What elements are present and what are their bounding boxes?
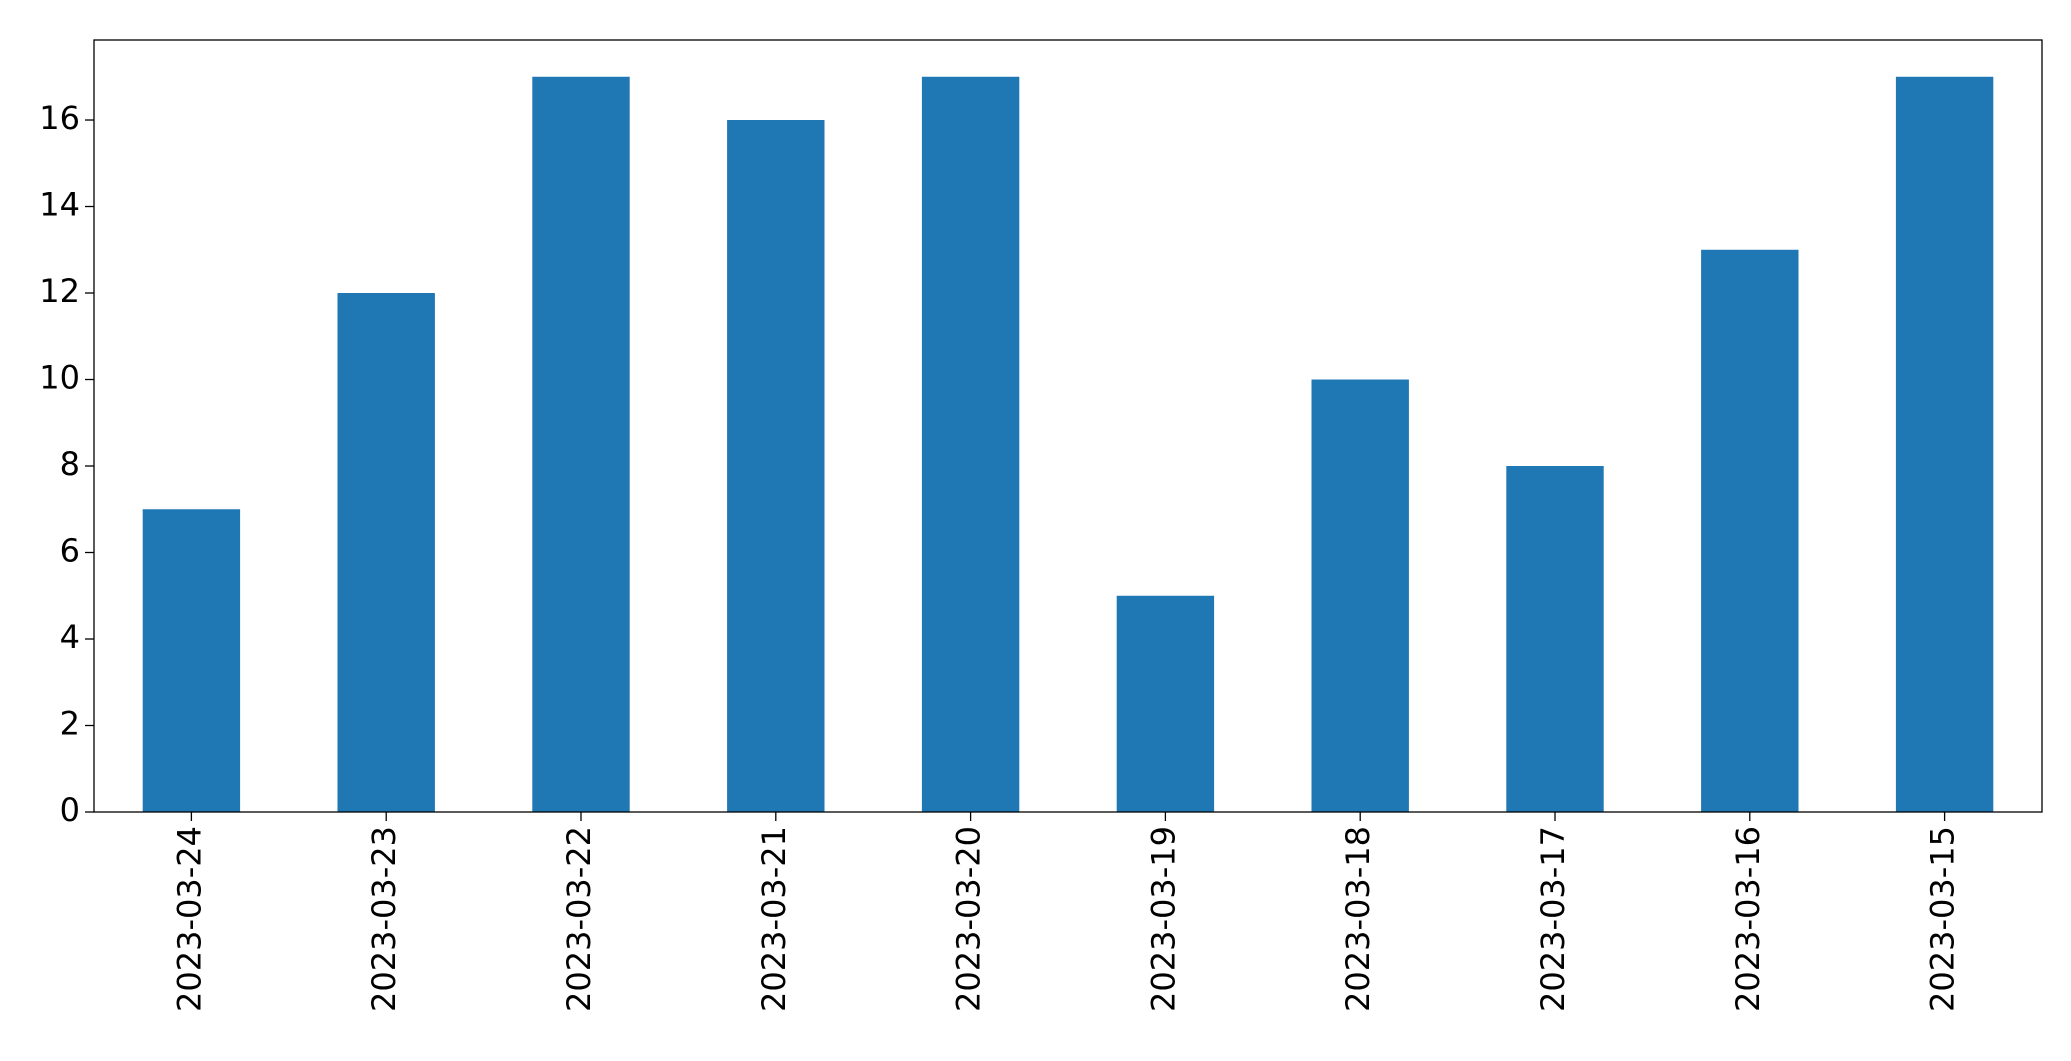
- x-tick-label: 2023-03-21: [755, 826, 793, 1012]
- bar: [532, 76, 630, 812]
- plot-frame: [93, 39, 2043, 813]
- x-tick-label: 2023-03-15: [1924, 826, 1962, 1012]
- bar: [921, 76, 1020, 812]
- y-tick-label: 2: [60, 705, 80, 743]
- x-tick-label: 2023-03-22: [560, 826, 598, 1012]
- y-tick-label: 6: [60, 532, 80, 570]
- bar: [337, 293, 435, 812]
- bar: [1311, 379, 1409, 812]
- x-tick-label: 2023-03-23: [365, 826, 403, 1012]
- y-tick-label: 10: [39, 359, 80, 397]
- bar: [1506, 466, 1604, 812]
- y-tick-label: 0: [60, 791, 80, 829]
- y-tick-label: 16: [39, 99, 80, 137]
- x-tick-label: 2023-03-18: [1339, 826, 1377, 1012]
- y-tick-label: 14: [39, 186, 80, 224]
- x-tick-label: 2023-03-20: [950, 826, 988, 1012]
- bar: [1895, 76, 1994, 812]
- x-tick-label: 2023-03-19: [1144, 826, 1182, 1012]
- x-tick-label: 2023-03-16: [1729, 826, 1767, 1012]
- bar: [1116, 595, 1215, 812]
- y-tick-label: 8: [60, 445, 80, 483]
- y-tick-label: 12: [39, 272, 80, 310]
- x-tick-label: 2023-03-17: [1534, 826, 1572, 1012]
- bar: [142, 509, 241, 812]
- y-tick-label: 4: [60, 618, 80, 656]
- bar: [1701, 249, 1799, 813]
- bar: [727, 120, 825, 812]
- x-tick-label: 2023-03-24: [170, 826, 208, 1012]
